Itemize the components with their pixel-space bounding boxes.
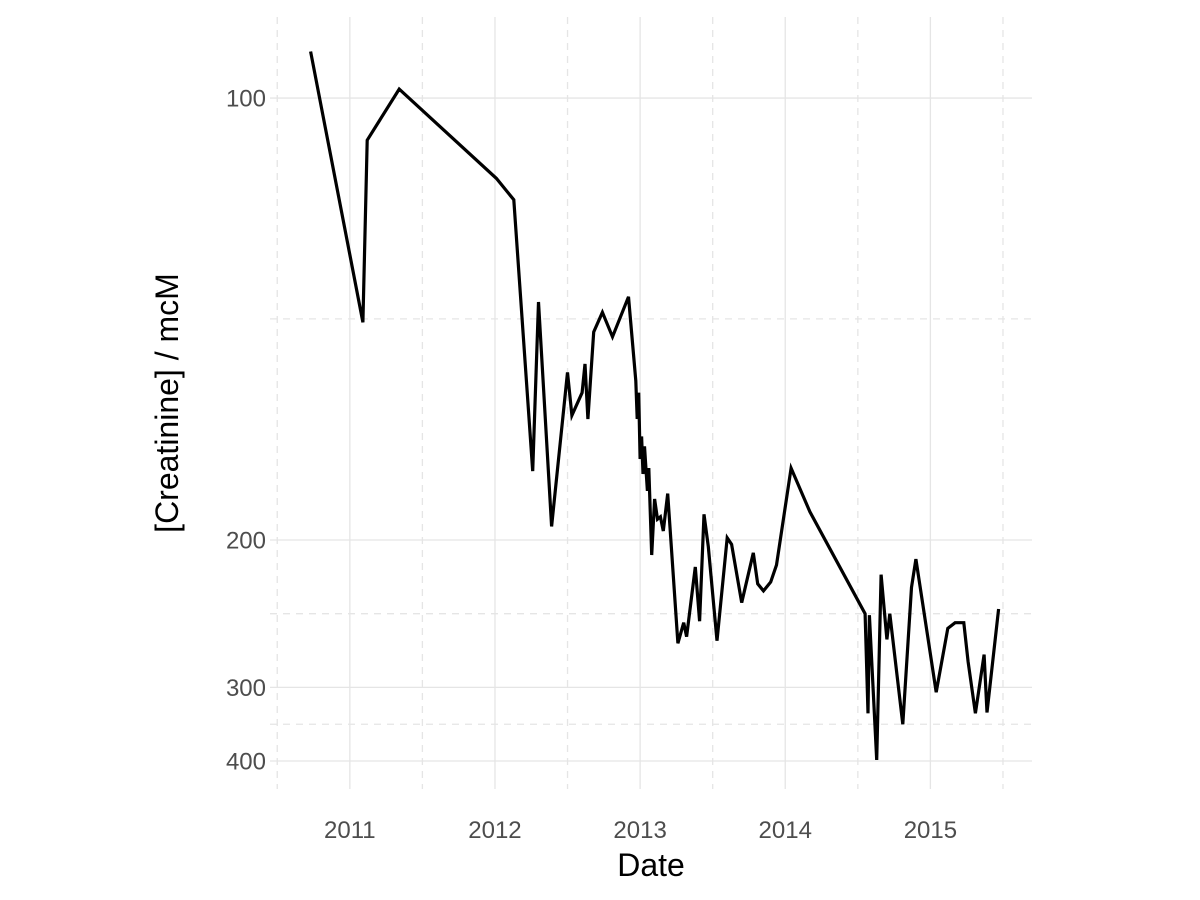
creatinine-line (309, 51, 1001, 760)
x-tick-label: 2014 (759, 817, 812, 844)
x-tick-label: 2013 (613, 817, 666, 844)
x-axis-title: Date (617, 847, 685, 883)
y-tick-label: 300 (226, 675, 266, 702)
y-tick-label: 200 (226, 528, 266, 555)
series-line-group (309, 51, 1001, 760)
y-tick-label: 100 (226, 86, 266, 113)
x-tick-label: 2012 (468, 817, 521, 844)
x-tick-label: 2011 (324, 817, 376, 844)
y-tick-labels: 100 200 300 400 (226, 86, 266, 776)
minor-gridlines (270, 17, 1032, 789)
x-tick-labels: 2011 2012 2013 2014 2015 (324, 817, 957, 844)
y-axis-title: [Creatinine] / mcM (149, 273, 185, 533)
x-tick-label: 2015 (904, 817, 957, 844)
y-tick-label: 400 (226, 749, 266, 776)
